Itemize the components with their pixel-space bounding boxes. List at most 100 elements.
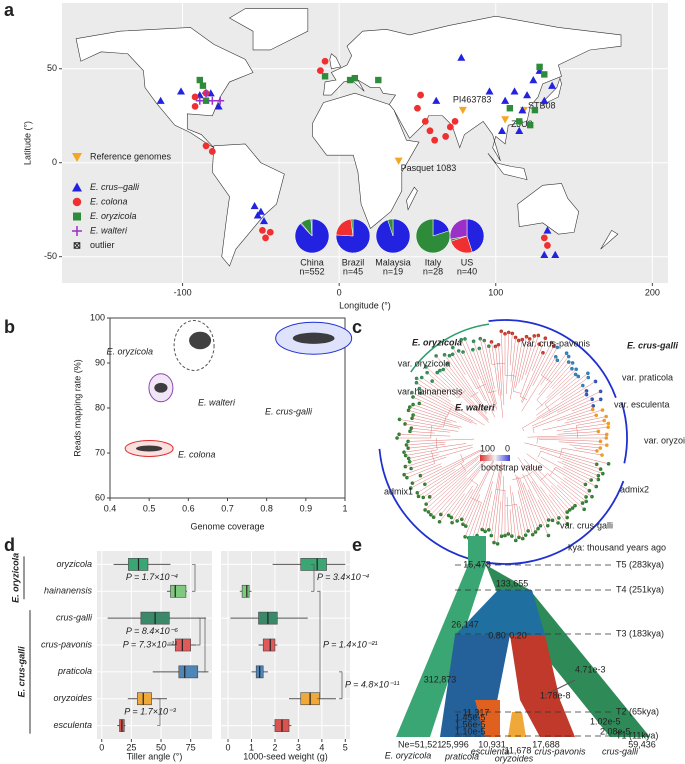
y-tick-label: 60 <box>95 492 105 502</box>
map-point <box>527 121 534 129</box>
migration-rate: 1.10e-5 <box>455 726 486 736</box>
map-point <box>498 126 507 134</box>
tree-tip <box>415 491 420 495</box>
map-point <box>518 106 527 114</box>
map-point <box>516 118 523 125</box>
tree-tip <box>414 376 419 381</box>
map-point <box>177 87 186 95</box>
map-point <box>208 96 217 105</box>
pop-size: 15,478 <box>463 559 491 569</box>
cluster-label: E. crus-galli <box>265 406 313 416</box>
x-tick-label: 0 <box>226 742 231 752</box>
pie-n: n=40 <box>457 266 477 276</box>
tree-label: var. crus-pavonis <box>522 338 591 348</box>
tree-tip <box>406 439 410 444</box>
branch <box>455 590 545 635</box>
tree-tip <box>451 345 455 350</box>
tree-label: var. oryzoides <box>644 435 685 445</box>
tree-tip <box>530 532 535 537</box>
map-point <box>540 250 549 259</box>
tree-tip <box>583 482 588 487</box>
pie-n: n=28 <box>423 266 443 276</box>
migration-rate: 1.45e-5 <box>455 712 486 722</box>
tip-size: 10,931 <box>478 739 506 749</box>
pie-slice <box>449 218 468 240</box>
map-point <box>216 96 225 105</box>
x-tick-label: 50 <box>156 742 166 752</box>
admix-arrow <box>544 679 576 696</box>
category-label: esculenta <box>53 720 92 730</box>
tip-size: 59,436 <box>628 739 656 749</box>
tree-tip <box>456 349 461 353</box>
map-point <box>214 102 223 110</box>
bracket <box>317 590 321 700</box>
y-tick-label: 90 <box>95 357 105 367</box>
cluster-label: E. colona <box>178 449 216 459</box>
tree-tip <box>598 446 603 450</box>
tree-tip <box>536 526 540 531</box>
tree-tip <box>536 333 541 338</box>
map-point <box>543 226 552 234</box>
land <box>329 53 342 70</box>
tip-name: praticola <box>444 751 479 761</box>
map-point <box>260 216 268 225</box>
y-tick-label: -50 <box>44 251 57 261</box>
p-value: P = 1.7×10⁻⁴ <box>126 572 178 582</box>
map-point <box>523 91 532 99</box>
time-label: T4 (251kya) <box>616 584 664 594</box>
tree-tip <box>480 527 484 532</box>
pie-slice <box>350 218 354 237</box>
tree-tip <box>591 404 596 408</box>
tip-size: 17,688 <box>532 739 560 749</box>
legend-label: 100 <box>480 443 495 453</box>
x-tick-label: 0.7 <box>221 503 234 513</box>
map-point <box>426 127 434 135</box>
y-tick-label: 0 <box>52 157 57 167</box>
time-label: T3 (183kya) <box>616 628 664 638</box>
legend-marker <box>72 153 82 162</box>
map-point <box>253 211 262 219</box>
p-value: P = 1.4×10⁻²¹ <box>323 639 377 649</box>
map-point <box>540 234 548 242</box>
tree-tip <box>499 534 504 539</box>
tree-tip <box>510 534 514 538</box>
tree-tip <box>407 405 412 409</box>
map-point <box>551 250 560 259</box>
map-point <box>156 96 165 104</box>
box <box>170 584 187 598</box>
x-axis-title: Longitude (°) <box>339 300 391 310</box>
tree-label: E. oryzicola <box>412 337 462 347</box>
migration-rate: 1.78e-8 <box>540 690 571 700</box>
legend-label: E. oryzicola <box>90 211 137 221</box>
map-point <box>191 102 199 110</box>
bracket <box>311 564 315 592</box>
tree-tip <box>414 380 419 385</box>
y-tick-label: 100 <box>90 312 105 322</box>
tree-tip <box>596 477 601 482</box>
land <box>600 229 619 250</box>
tip-size: 25,996 <box>441 739 469 749</box>
time-label: T5 (283kya) <box>616 559 664 569</box>
panel-label: e <box>352 535 362 555</box>
pie-n: n=19 <box>383 266 403 276</box>
cluster-label: E. walteri <box>198 397 236 407</box>
tree-tip <box>590 407 595 412</box>
time-label: T1 (11kya) <box>616 730 658 740</box>
p-value: P = 3.4×10⁻⁴ <box>317 572 369 582</box>
map-point <box>501 116 510 124</box>
tree-label: admix2 <box>620 484 649 494</box>
category-label: oryzicola <box>56 559 92 569</box>
category-label: crus-pavonis <box>41 639 93 649</box>
map-point <box>501 96 510 104</box>
tree-tip <box>410 416 414 421</box>
map-point <box>414 104 421 112</box>
x-tick-label: 0.4 <box>104 503 117 513</box>
tree-label: E. walteri <box>455 402 495 412</box>
tree-tip <box>506 330 511 335</box>
map-point <box>259 226 266 234</box>
map-point <box>266 228 274 236</box>
y-axis-title: Reads mapping rate (%) <box>72 359 82 457</box>
tree-tip <box>492 540 496 545</box>
y-axis-title: Latitude (°) <box>22 121 32 165</box>
